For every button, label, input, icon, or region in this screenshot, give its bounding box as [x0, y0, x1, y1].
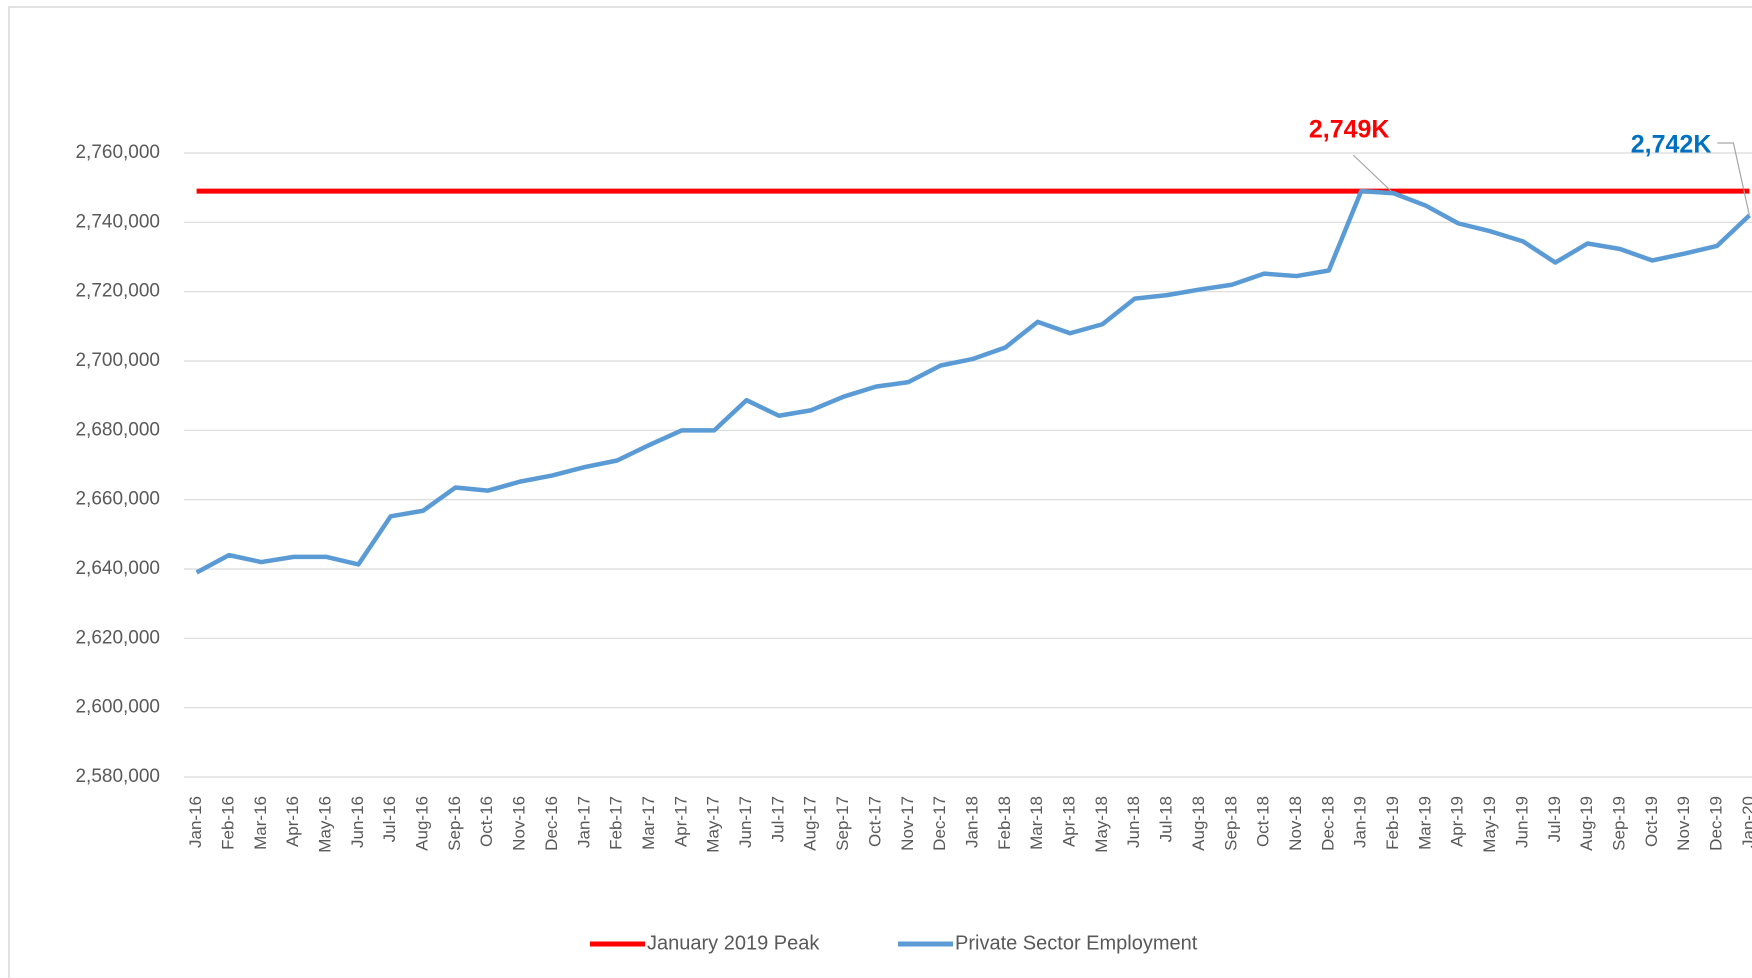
x-tick-label: Aug-16 [413, 796, 432, 851]
x-tick-label: Nov-19 [1674, 796, 1693, 851]
x-tick-label: May-19 [1480, 796, 1499, 853]
y-tick-label: 2,680,000 [75, 419, 160, 440]
annotation: 2,742K [1631, 131, 1712, 159]
x-tick-label: Apr-18 [1060, 796, 1079, 847]
y-tick-label: 2,640,000 [75, 558, 160, 579]
x-tick-label: Jul-18 [1157, 796, 1176, 842]
x-tick-label: Nov-16 [510, 796, 529, 851]
x-tick-label: Jun-17 [736, 796, 755, 848]
y-tick-label: 2,720,000 [75, 281, 160, 302]
x-tick-label: Jun-19 [1512, 796, 1531, 848]
x-tick-label: May-16 [315, 796, 334, 853]
y-tick-label: 2,660,000 [75, 489, 160, 510]
x-tick-label: Mar-18 [1027, 796, 1046, 850]
x-tick-label: Oct-18 [1254, 796, 1273, 847]
x-tick-label: Feb-17 [607, 796, 626, 850]
x-tick-label: Aug-17 [801, 796, 820, 851]
x-tick-label: Feb-18 [995, 796, 1014, 850]
legend-label: January 2019 Peak [647, 932, 820, 954]
x-tick-label: Oct-16 [477, 796, 496, 847]
x-tick-label: Feb-19 [1383, 796, 1402, 850]
x-tick-label: Oct-17 [865, 796, 884, 847]
x-tick-label: Apr-17 [671, 796, 690, 847]
x-tick-label: Sep-16 [445, 796, 464, 851]
x-tick-label: Aug-18 [1189, 796, 1208, 851]
x-tick-label: Feb-16 [218, 796, 237, 850]
y-tick-label: 2,600,000 [75, 697, 160, 718]
x-tick-label: Dec-17 [930, 796, 949, 851]
x-tick-label: Jul-16 [380, 796, 399, 842]
x-tick-label: Dec-19 [1707, 796, 1726, 851]
x-tick-label: Oct-19 [1642, 796, 1661, 847]
x-tick-label: Mar-17 [639, 796, 658, 850]
x-tick-label: Sep-17 [833, 796, 852, 851]
line-series [195, 188, 1751, 575]
x-tick-label: Apr-19 [1448, 796, 1467, 847]
x-tick-label: Jan-19 [1351, 796, 1370, 848]
y-tick-label: 2,700,000 [75, 350, 160, 371]
x-tick-label: Jan-17 [574, 796, 593, 848]
x-tick-label: Jun-16 [348, 796, 367, 848]
x-tick-label: Jan-16 [186, 796, 205, 848]
legend-label: Private Sector Employment [955, 932, 1198, 954]
x-tick-label: Jul-19 [1545, 796, 1564, 842]
leader-line [1352, 154, 1392, 192]
x-tick-label: Nov-17 [898, 796, 917, 851]
y-tick-label: 2,580,000 [75, 766, 160, 787]
x-tick-label: Aug-19 [1577, 796, 1596, 851]
x-tick-label: Sep-18 [1221, 796, 1240, 851]
x-tick-label: Dec-18 [1318, 796, 1337, 851]
y-tick-label: 2,620,000 [75, 627, 160, 648]
x-tick-label: Apr-16 [283, 796, 302, 847]
x-tick-label: Nov-18 [1286, 796, 1305, 851]
x-tick-label: Jun-18 [1124, 796, 1143, 848]
y-tick-label: 2,740,000 [75, 211, 160, 232]
annotation: 2,749K [1309, 116, 1390, 144]
x-tick-label: Sep-19 [1609, 796, 1628, 851]
x-tick-label: Dec-16 [542, 796, 561, 851]
x-tick-label: Jul-17 [768, 796, 787, 842]
leader-line [1717, 142, 1750, 216]
y-tick-label: 2,760,000 [75, 142, 160, 163]
chart-frame [8, 6, 1752, 978]
x-tick-label: May-18 [1092, 796, 1111, 853]
x-tick-label: Mar-19 [1415, 796, 1434, 850]
x-tick-label: May-17 [704, 796, 723, 853]
x-tick-label: Jan-18 [962, 796, 981, 848]
x-tick-label: Jan-20 [1739, 796, 1752, 848]
x-tick-label: Mar-16 [251, 796, 270, 850]
